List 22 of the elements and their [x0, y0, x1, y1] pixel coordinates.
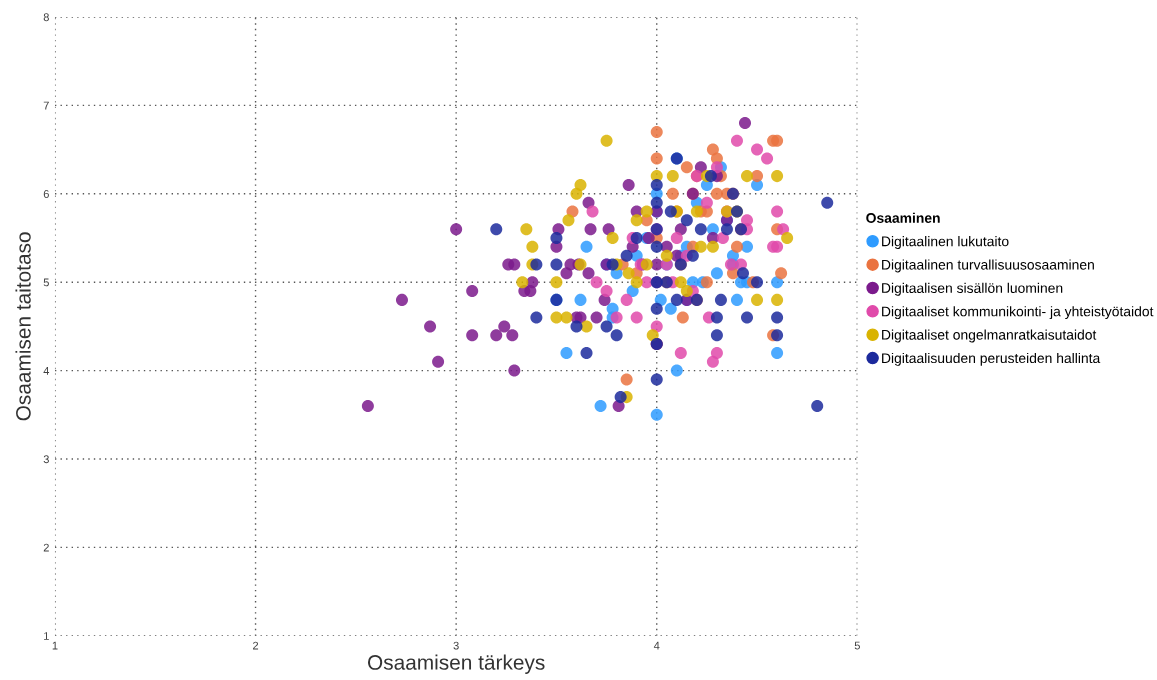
x-tick-label: 3 — [453, 641, 459, 650]
legend-label: Digitaaliset kommunikointi- ja yhteistyötaidot — [882, 306, 1154, 320]
y-axis-title: Osaamisen taitotaso — [15, 232, 31, 421]
y-tick-label: 3 — [43, 455, 49, 464]
legend-label: Digitaalisuuden perusteiden hallinta — [882, 352, 1101, 366]
legend-label: Digitaalinen turvallisuusosaaminen — [882, 259, 1094, 273]
x-tick-label: 1 — [52, 641, 58, 650]
x-tick-label: 2 — [253, 641, 259, 650]
y-tick-label: 2 — [43, 543, 49, 552]
legend-title: Osaaminen — [866, 212, 940, 223]
y-tick-label: 8 — [43, 13, 49, 22]
legend-label: Digitaalinen lukutaito — [882, 236, 1009, 250]
legend-label: Digitaaliset ongelmanratkaisutaidot — [882, 329, 1097, 343]
x-axis-title: Osaamisen tärkeys — [367, 654, 545, 674]
y-tick-label: 7 — [43, 101, 49, 110]
x-tick-label: 5 — [854, 641, 860, 650]
y-tick-label: 4 — [43, 366, 50, 375]
legend-label: Digitaalisen sisällön luominen — [882, 282, 1063, 296]
y-tick-label: 6 — [43, 190, 49, 198]
y-tick-label: 5 — [43, 278, 49, 287]
x-tick-label: 4 — [653, 641, 660, 650]
y-tick-label: 1 — [44, 632, 49, 640]
